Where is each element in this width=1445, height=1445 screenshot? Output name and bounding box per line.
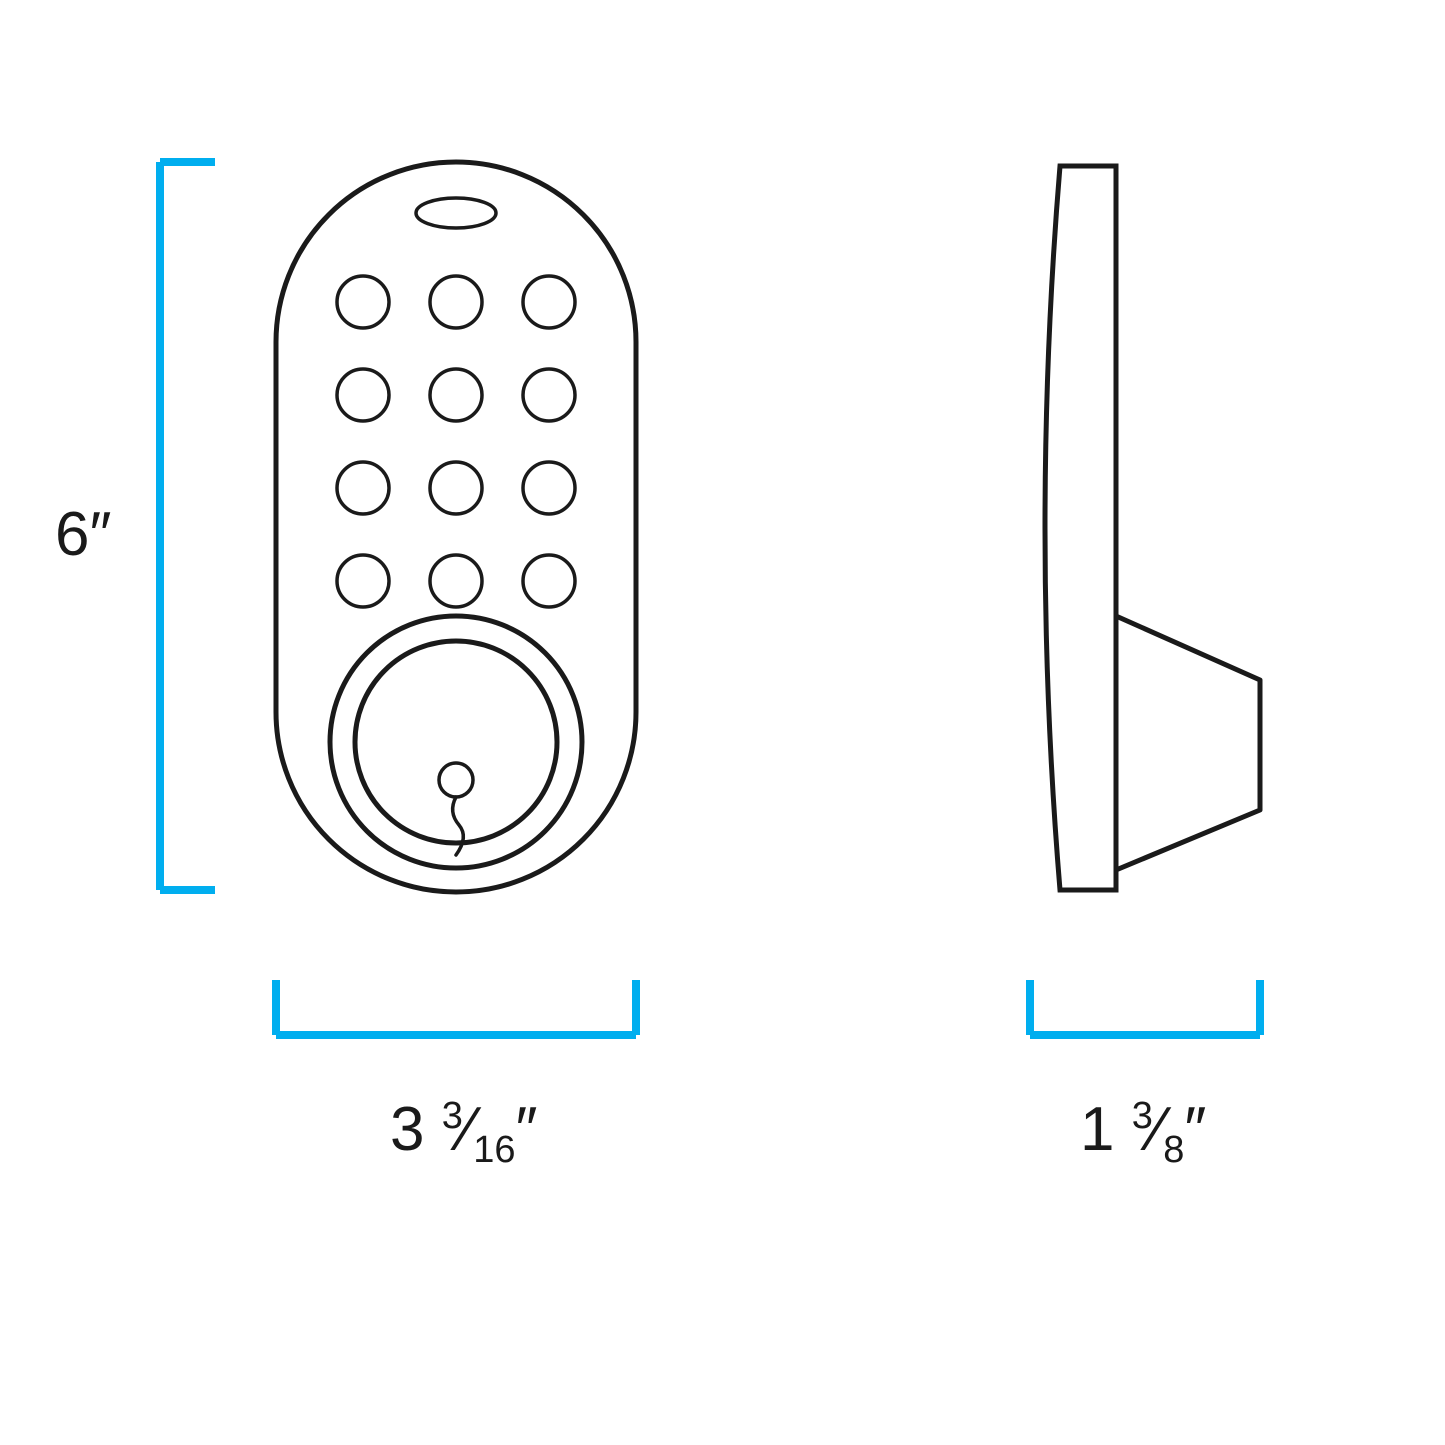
lock-body	[276, 162, 636, 892]
dim-bracket-width-side	[1030, 980, 1260, 1035]
dim-bracket-height	[160, 162, 215, 890]
side-protrusion	[1116, 616, 1260, 870]
dim-label-height: 6″	[55, 500, 111, 569]
side-plate	[1045, 166, 1116, 890]
front-view	[276, 162, 636, 892]
dim-bracket-width-front	[276, 980, 636, 1035]
dim-label-width-front: 3 3⁄16″	[390, 1095, 537, 1171]
dim-label-width-side: 1 3⁄8″	[1080, 1095, 1206, 1171]
side-view	[1045, 166, 1260, 890]
